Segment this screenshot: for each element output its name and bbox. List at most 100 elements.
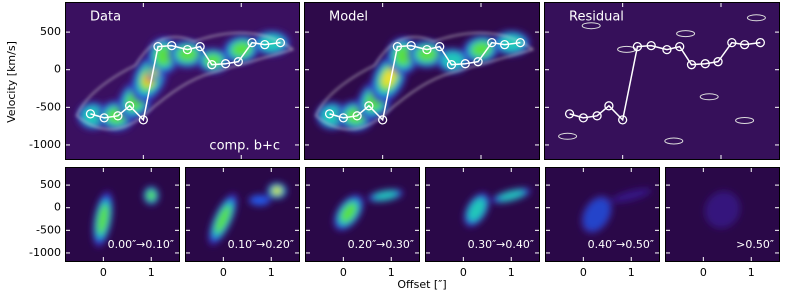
panel-title: Residual — [569, 10, 624, 25]
panel — [305, 167, 420, 262]
intensity — [467, 198, 486, 222]
panel-frame — [425, 167, 540, 262]
panel-frame — [185, 167, 300, 262]
point — [618, 115, 628, 125]
panel-bg — [305, 167, 420, 262]
panel-frame — [305, 167, 420, 262]
contour — [76, 32, 295, 130]
panel-range: 0.00″→0.10″ — [108, 238, 174, 251]
intensity — [273, 187, 281, 194]
y-axis-label: Velocity [km/s] — [5, 41, 18, 123]
intensity — [704, 191, 741, 229]
x-tick-label: 0 — [340, 266, 347, 279]
point — [207, 60, 217, 70]
point — [99, 113, 109, 123]
point — [220, 59, 231, 69]
image — [208, 182, 288, 246]
panel — [304, 2, 540, 160]
residual-contour — [699, 93, 719, 101]
point — [727, 37, 737, 48]
intensity — [340, 203, 357, 223]
point — [113, 111, 123, 121]
x-tick-label: 1 — [388, 266, 395, 279]
panel-frame — [665, 167, 780, 262]
point — [675, 41, 685, 52]
point — [686, 60, 697, 70]
residual-contour — [617, 45, 637, 53]
point — [138, 115, 148, 125]
point — [460, 59, 470, 69]
panel-frame — [65, 2, 300, 160]
y-tick-label: 500 — [40, 178, 61, 191]
x-tick-label: 1 — [748, 266, 755, 279]
image — [463, 187, 532, 227]
residual-contour — [746, 14, 766, 22]
panel — [65, 167, 180, 262]
point — [352, 111, 362, 121]
point — [153, 41, 163, 52]
point — [338, 113, 348, 123]
point — [604, 101, 614, 111]
point — [378, 115, 388, 125]
x-tick-label: 0 — [100, 266, 107, 279]
point — [406, 40, 416, 51]
x-tick-label: 0 — [220, 266, 227, 279]
x-tick-label: 0 — [700, 266, 707, 279]
image — [333, 189, 404, 231]
intensity — [97, 204, 109, 234]
intensity — [231, 41, 251, 57]
panel-bg — [544, 2, 780, 160]
point — [435, 41, 445, 52]
x-tick-label: 0 — [580, 266, 587, 279]
panel-title: Data — [90, 10, 121, 25]
panel-range: 0.10″→0.20″ — [228, 238, 294, 251]
point — [632, 41, 643, 52]
y-tick-label: -500 — [36, 223, 61, 236]
image — [704, 191, 741, 229]
intensity — [147, 190, 156, 201]
panel — [544, 2, 780, 160]
panel-title: Model — [329, 10, 368, 25]
panel-bg — [304, 2, 540, 160]
point — [700, 59, 710, 69]
residual-contour — [676, 30, 696, 38]
point — [247, 37, 257, 48]
panel-frame — [544, 2, 780, 160]
point — [422, 44, 432, 55]
panel — [65, 2, 300, 160]
point — [487, 37, 497, 48]
x-axis-label: Offset [″] — [397, 278, 446, 291]
intensity — [250, 195, 270, 206]
panel-range: 0.30″→0.40″ — [468, 238, 534, 251]
intensity — [373, 191, 398, 200]
point — [564, 109, 575, 119]
residual-contour — [581, 22, 601, 30]
point — [275, 37, 286, 48]
panel — [185, 167, 300, 262]
point — [662, 44, 672, 55]
y-tick-label: -1000 — [29, 246, 61, 259]
y-tick-label: -1000 — [29, 138, 61, 151]
point — [499, 40, 510, 50]
y-tick-label: 0 — [54, 63, 61, 76]
point — [755, 37, 765, 48]
point — [195, 41, 205, 52]
x-tick-label: 0 — [460, 266, 467, 279]
point — [515, 37, 525, 48]
intensity — [583, 198, 611, 231]
residual-contour — [558, 132, 578, 140]
intensity — [471, 41, 491, 57]
point — [392, 41, 403, 52]
panel-range: >0.50″ — [736, 238, 774, 251]
panel-range: 0.40″→0.50″ — [588, 238, 654, 251]
panel-frame — [545, 167, 660, 262]
point — [260, 40, 270, 50]
x-tick-label: 1 — [508, 266, 515, 279]
panel-frame — [304, 2, 540, 160]
point — [592, 111, 602, 121]
panel-bg — [65, 167, 180, 262]
point — [364, 101, 374, 111]
panel-bg — [65, 2, 300, 160]
y-tick-label: 500 — [40, 25, 61, 38]
